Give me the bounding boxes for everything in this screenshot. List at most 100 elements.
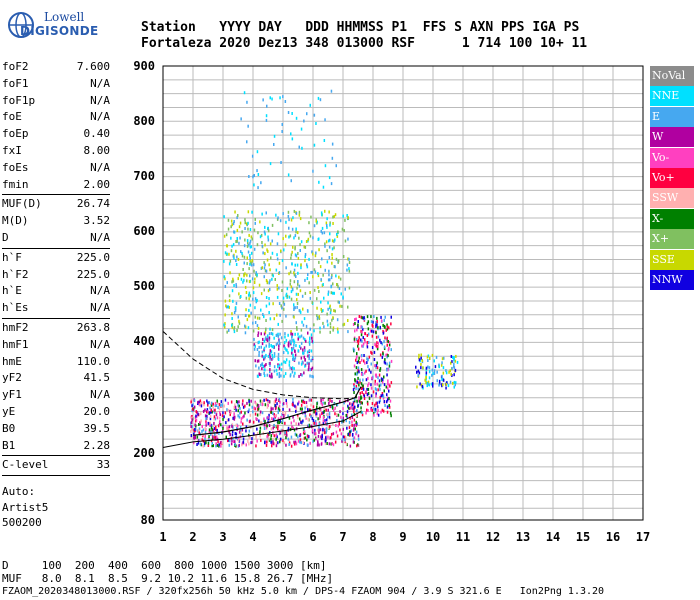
echo-point bbox=[293, 343, 295, 347]
echo-point bbox=[205, 423, 207, 427]
digisonde-logo: Lowell DIGISONDE bbox=[6, 8, 116, 48]
echo-point bbox=[362, 378, 364, 382]
echo-point bbox=[372, 324, 374, 328]
echo-point bbox=[212, 444, 214, 448]
echo-point bbox=[268, 281, 271, 285]
echo-point bbox=[255, 364, 257, 368]
echo-point bbox=[238, 430, 241, 434]
y-tick-label: 400 bbox=[133, 334, 155, 348]
echo-point bbox=[226, 426, 228, 430]
echo-point bbox=[275, 268, 278, 272]
echo-point bbox=[256, 316, 259, 320]
echo-point bbox=[251, 237, 253, 241]
echo-point bbox=[221, 403, 224, 407]
param-key: yE bbox=[2, 404, 16, 418]
echo-point bbox=[270, 434, 272, 438]
echo-point bbox=[336, 434, 339, 438]
echo-point bbox=[308, 221, 310, 225]
echo-point bbox=[304, 245, 307, 249]
echo-point bbox=[344, 287, 346, 291]
auto-code: 500200 bbox=[2, 516, 42, 529]
echo-point bbox=[253, 406, 256, 410]
echo-point bbox=[237, 414, 239, 418]
echo-point bbox=[347, 319, 349, 322]
echo-point bbox=[298, 145, 300, 149]
echo-point bbox=[254, 297, 257, 301]
echo-point bbox=[263, 315, 265, 319]
echo-point bbox=[204, 430, 207, 434]
echo-point bbox=[224, 325, 226, 329]
echo-point bbox=[353, 418, 356, 422]
echo-point bbox=[250, 245, 252, 249]
echo-point bbox=[325, 240, 328, 244]
echo-point bbox=[323, 407, 326, 410]
echo-point bbox=[317, 428, 319, 432]
echo-point bbox=[318, 260, 320, 264]
param-key: yF2 bbox=[2, 371, 22, 385]
echo-point bbox=[328, 239, 330, 243]
echo-point bbox=[322, 309, 324, 313]
echo-point bbox=[236, 255, 238, 259]
echo-point bbox=[235, 285, 238, 288]
echo-point bbox=[271, 97, 273, 101]
echo-point bbox=[445, 371, 448, 375]
echo-point bbox=[284, 421, 286, 425]
echo-point bbox=[374, 387, 377, 391]
echo-point bbox=[233, 406, 235, 409]
echo-point bbox=[363, 359, 365, 363]
echo-point bbox=[233, 326, 236, 330]
echo-point bbox=[307, 354, 309, 358]
param-key: foEp bbox=[2, 127, 29, 141]
echo-point bbox=[373, 413, 375, 417]
echo-point bbox=[326, 224, 328, 227]
echo-point bbox=[244, 227, 246, 230]
param-key: hmF2 bbox=[2, 320, 29, 334]
echo-point bbox=[260, 345, 262, 349]
echo-point bbox=[210, 432, 212, 436]
echo-point bbox=[324, 428, 327, 432]
echo-point bbox=[372, 330, 375, 334]
echo-point bbox=[380, 319, 383, 323]
echo-point bbox=[320, 442, 323, 446]
echo-point bbox=[355, 356, 358, 360]
echo-point bbox=[324, 431, 326, 435]
echo-point bbox=[259, 421, 262, 425]
param-key: h`F bbox=[2, 250, 22, 264]
echo-point bbox=[255, 444, 257, 448]
echo-point bbox=[281, 289, 283, 292]
echo-point bbox=[390, 381, 393, 385]
echo-point bbox=[214, 404, 217, 408]
echo-point bbox=[384, 336, 386, 340]
echo-point bbox=[303, 245, 305, 249]
echo-point bbox=[277, 332, 279, 336]
echo-point bbox=[264, 225, 266, 229]
echo-point bbox=[344, 438, 346, 442]
echo-point bbox=[374, 407, 377, 411]
echo-point bbox=[246, 418, 248, 422]
echo-point bbox=[191, 407, 194, 411]
echo-point bbox=[293, 315, 295, 319]
echo-point bbox=[270, 344, 272, 347]
echo-point bbox=[249, 413, 252, 417]
echo-point bbox=[367, 387, 370, 391]
echo-point bbox=[312, 169, 314, 173]
echo-point bbox=[258, 419, 260, 423]
echo-point bbox=[210, 423, 212, 427]
echo-point bbox=[345, 436, 347, 440]
echo-point bbox=[194, 436, 197, 440]
echo-point bbox=[380, 394, 382, 398]
echo-point bbox=[328, 442, 331, 446]
echo-point bbox=[250, 441, 252, 445]
echo-point bbox=[354, 379, 356, 383]
echo-point bbox=[251, 277, 254, 281]
echo-point bbox=[445, 369, 447, 373]
echo-point bbox=[303, 355, 305, 359]
echo-point bbox=[242, 280, 244, 284]
echo-point bbox=[278, 421, 281, 425]
echo-point bbox=[306, 405, 308, 409]
echo-point bbox=[387, 340, 389, 343]
echo-point bbox=[247, 221, 249, 225]
echo-point bbox=[308, 281, 310, 285]
echo-point bbox=[243, 255, 246, 259]
param-separator bbox=[2, 317, 110, 319]
